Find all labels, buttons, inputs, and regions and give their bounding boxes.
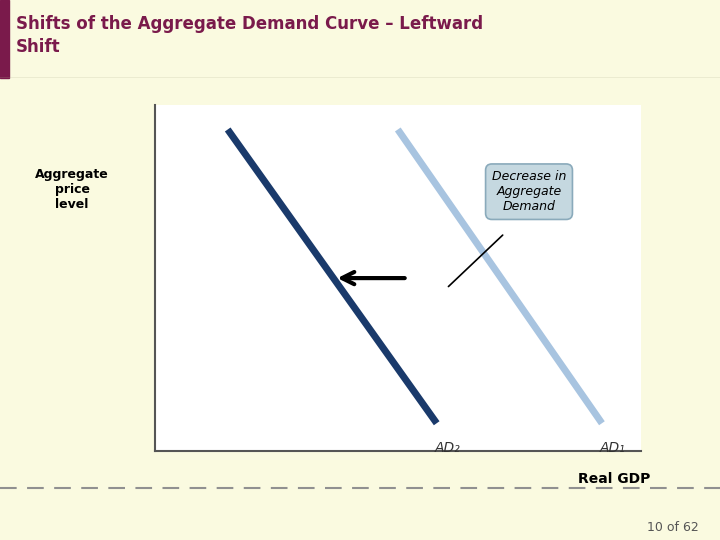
Bar	[0, 0, 9, 78]
Text: Shifts of the Aggregate Demand Curve – Leftward
Shift: Shifts of the Aggregate Demand Curve – L…	[16, 15, 483, 56]
Text: 10 of 62: 10 of 62	[647, 521, 698, 535]
Text: Decrease in
Aggregate
Demand: Decrease in Aggregate Demand	[492, 170, 566, 213]
Text: AD₁: AD₁	[600, 441, 625, 455]
Text: Aggregate
price
level: Aggregate price level	[35, 167, 109, 211]
Text: AD₂: AD₂	[434, 441, 460, 455]
Text: Real GDP: Real GDP	[578, 471, 651, 485]
